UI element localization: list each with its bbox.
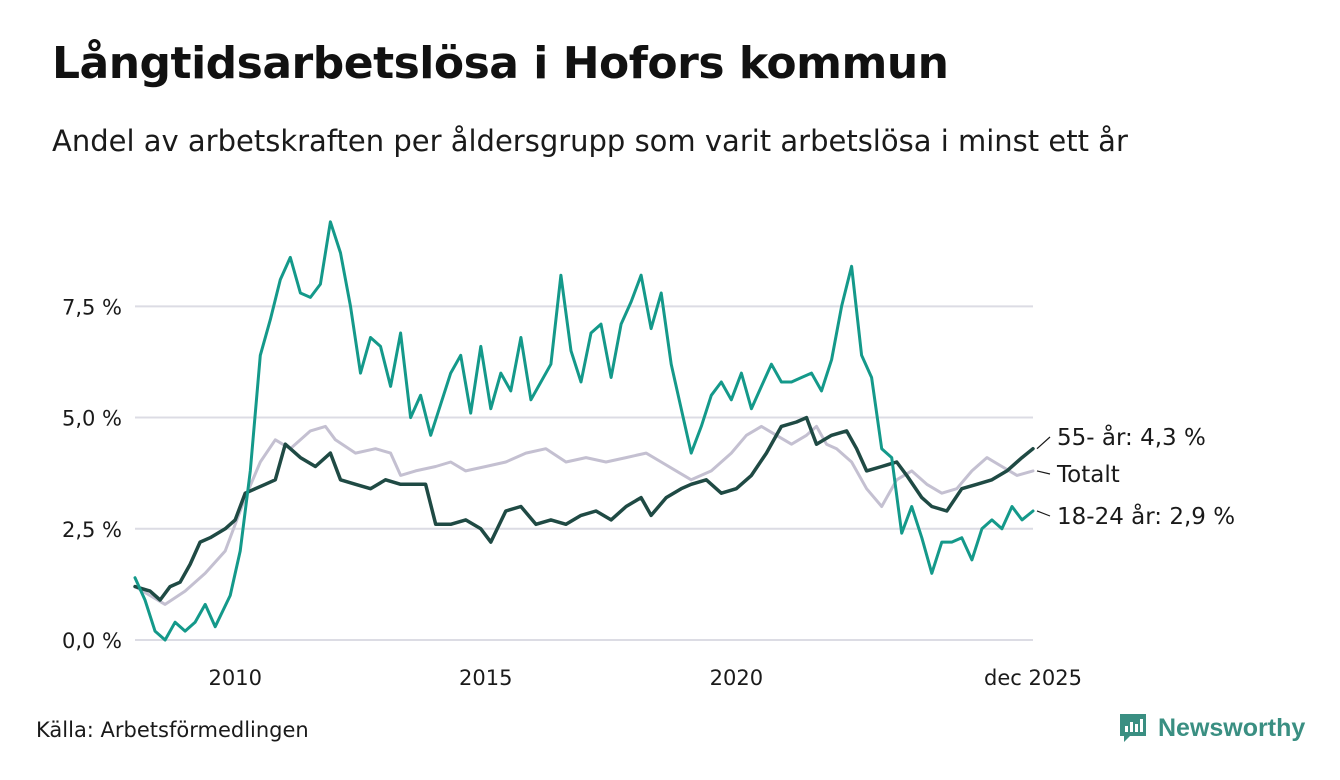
newsworthy-logo[interactable]: Newsworthy — [1118, 712, 1305, 744]
y-tick-label: 0,0 % — [62, 629, 122, 653]
newsworthy-logo-icon — [1120, 714, 1146, 742]
brand-name: Newsworthy — [1158, 713, 1306, 742]
source-note: Källa: Arbetsförmedlingen — [36, 718, 309, 742]
y-tick-label: 2,5 % — [62, 518, 122, 542]
x-axis-tick-labels: 2010 2015 2020 dec 2025 — [208, 666, 1081, 690]
grid-lines — [135, 305, 1033, 641]
series-line-youth — [133, 220, 1035, 642]
x-tick-label: 2010 — [208, 666, 261, 690]
end-label-connector — [1036, 510, 1051, 517]
chart-title: Långtidsarbetslösa i Hofors kommun — [52, 38, 949, 89]
end-label-youth: 18-24 år: 2,9 % — [1057, 502, 1235, 530]
y-tick-label: 7,5 % — [62, 295, 122, 319]
x-tick-label: 2020 — [710, 666, 763, 690]
y-axis-tick-labels: 0,0 % 2,5 % 5,0 % 7,5 % — [62, 295, 122, 653]
series-line-older — [133, 415, 1035, 602]
end-labels: Totalt 55- år: 4,3 % 18-24 år: 2,9 % — [1036, 423, 1235, 530]
x-tick-label: dec 2025 — [984, 666, 1082, 690]
chart-subtitle: Andel av arbetskraften per åldersgrupp s… — [52, 124, 1128, 158]
end-label-total: Totalt — [1056, 462, 1120, 488]
x-tick-label: 2015 — [459, 666, 512, 690]
end-label-connector — [1036, 436, 1051, 450]
end-label-connector — [1036, 470, 1051, 475]
y-tick-label: 5,0 % — [62, 407, 122, 431]
series-lines — [133, 220, 1035, 642]
end-label-older: 55- år: 4,3 % — [1057, 423, 1206, 451]
